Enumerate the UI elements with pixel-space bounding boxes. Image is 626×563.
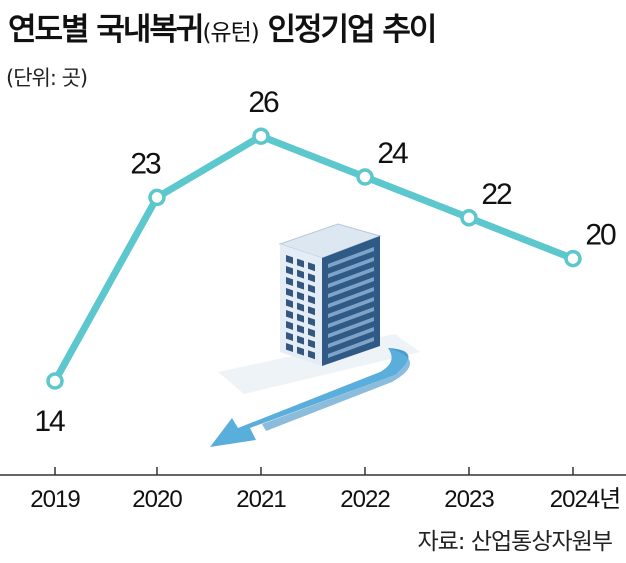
data-point — [460, 209, 478, 227]
building-window — [286, 299, 293, 308]
building-window — [297, 258, 304, 268]
building-window — [308, 262, 315, 272]
building-window — [297, 291, 304, 301]
building-window — [297, 302, 304, 312]
building-window — [308, 350, 315, 360]
building-window-strip — [328, 287, 374, 308]
title-main: 연도별 국내복귀 — [8, 12, 204, 48]
building-window — [308, 317, 315, 327]
source-note: 자료: 산업통상자원부 — [417, 529, 613, 555]
x-tick-label: 2022 — [340, 486, 390, 513]
data-point — [148, 188, 166, 207]
building-window — [286, 332, 293, 341]
x-tick-label: 2019 — [30, 486, 80, 513]
building-window-strip — [328, 257, 374, 278]
building-window-strip — [328, 247, 374, 268]
data-point — [356, 168, 374, 186]
x-tick-label: 2023 — [444, 486, 494, 513]
building-window-strip — [328, 317, 374, 338]
building-window — [286, 310, 293, 319]
building-window — [297, 269, 304, 279]
data-point — [252, 127, 270, 145]
series-line — [51, 132, 577, 385]
title-rest: 인정기업 추이 — [267, 12, 438, 48]
building-window-strip — [328, 327, 374, 348]
building-window — [308, 328, 315, 338]
building-window-strip — [328, 337, 374, 358]
building-window — [286, 266, 293, 275]
value-label: 20 — [585, 219, 616, 252]
value-label: 22 — [481, 178, 512, 211]
chart-title: 연도별 국내복귀(유턴) 인정기업 추이 — [8, 4, 438, 49]
building-window — [297, 324, 304, 334]
value-labels: 14 23 26 24 22 20 — [34, 86, 618, 438]
building-window-strip — [328, 267, 374, 288]
x-tick-label: 2021 — [236, 486, 286, 513]
building-windows-side — [328, 247, 374, 358]
building-window-strip — [328, 307, 374, 328]
title-paren: (유턴) — [202, 20, 259, 46]
value-label: 24 — [377, 137, 408, 170]
series-markers — [46, 127, 582, 390]
building-window — [297, 346, 304, 356]
building-window — [286, 277, 293, 286]
return-arrow-icon — [210, 348, 409, 447]
data-point — [564, 249, 582, 268]
building-window — [297, 280, 304, 290]
x-tick-label: 2020 — [132, 486, 182, 513]
building-window — [308, 306, 315, 316]
building-window — [297, 335, 304, 345]
building-window — [308, 273, 315, 283]
value-label: 14 — [34, 405, 65, 438]
building-window-strip — [328, 277, 374, 298]
data-point — [46, 372, 64, 390]
building-window — [286, 321, 293, 330]
building-illustration — [210, 223, 420, 447]
x-tick-label: 2024년 — [550, 486, 620, 513]
unit-label: (단위: 곳) — [6, 66, 88, 90]
x-ticks: 2019 2020 2021 2022 2023 2024년 — [30, 467, 621, 513]
building-window — [308, 284, 315, 294]
value-label: 23 — [130, 147, 161, 180]
building-window-strip — [328, 297, 374, 318]
building-window — [286, 343, 293, 352]
building-windows-front — [286, 255, 315, 360]
building-window — [308, 339, 315, 349]
building-window — [308, 295, 315, 305]
building-window — [286, 255, 293, 264]
building-window — [297, 313, 304, 323]
building-window — [286, 288, 293, 297]
value-label: 26 — [248, 86, 279, 119]
